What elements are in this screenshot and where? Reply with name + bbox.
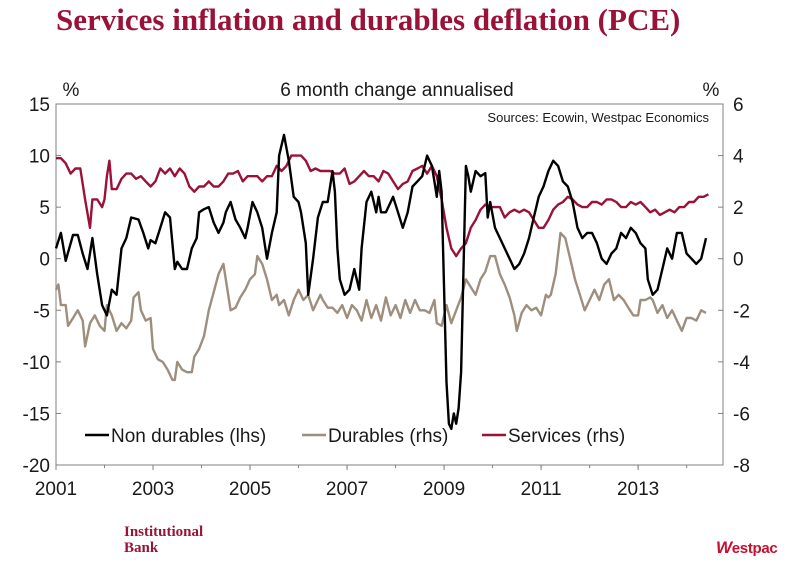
- series-layer: [54, 133, 709, 431]
- right-tick-label: 6: [733, 95, 744, 116]
- x-tick-label: 2001: [35, 479, 77, 500]
- series-line-durables-rhs: [54, 231, 707, 382]
- westpac-logo-text: estpac: [731, 540, 778, 557]
- x-tick-label: 2007: [326, 479, 368, 500]
- left-unit-label: %: [63, 80, 80, 101]
- right-tick-label: -2: [733, 301, 750, 322]
- series-line-services-rhs: [56, 154, 709, 258]
- westpac-logo: Westpac: [716, 538, 778, 558]
- left-tick-label: -20: [23, 456, 50, 477]
- left-tick-label: 15: [29, 95, 50, 116]
- westpac-logo-mark: W: [716, 538, 732, 557]
- series-line-non-durables-lhs: [54, 133, 708, 431]
- x-tick-label: 2005: [229, 479, 271, 500]
- left-tick-label: -5: [33, 301, 50, 322]
- right-tick-label: -8: [733, 456, 750, 477]
- x-tick-label: 2011: [521, 479, 562, 500]
- chart-source: Sources: Ecowin, Westpac Economics: [487, 110, 709, 125]
- legend: Non durables (lhs) Durables (rhs) Services…: [85, 426, 625, 447]
- left-tick-label: 10: [29, 147, 50, 168]
- left-tick-label: -10: [23, 353, 50, 374]
- x-tick-label: 2003: [132, 479, 174, 500]
- right-tick-label: 0: [733, 250, 744, 271]
- x-tick-label: 2009: [423, 479, 465, 500]
- left-tick-label: 0: [39, 250, 50, 271]
- right-tick-label: -6: [733, 404, 750, 425]
- plot-area-frame: [55, 103, 724, 466]
- legend-label: Services (rhs): [508, 426, 625, 447]
- chart-title: Services inflation and durables deflatio…: [56, 2, 681, 37]
- left-tick-label: -15: [23, 404, 50, 425]
- legend-label: Non durables (lhs): [111, 426, 266, 447]
- right-tick-label: 2: [733, 198, 744, 219]
- institutional-bank-logo: Institutional Bank: [124, 524, 203, 556]
- chart-subtitle: 6 month change annualised: [280, 80, 513, 101]
- right-unit-label: %: [703, 80, 720, 101]
- logo-line-2: Bank: [124, 540, 159, 556]
- left-tick-label: 5: [39, 198, 50, 219]
- right-tick-label: -4: [733, 353, 750, 374]
- legend-label: Durables (rhs): [328, 426, 448, 447]
- x-tick-label: 2013: [617, 479, 659, 500]
- right-tick-label: 4: [733, 147, 744, 168]
- axes-layer: 15 10 5 0 -5 -10 -15 -20 6 4 2 0 -2 -4 -6 -8 2001 2003 200…: [23, 95, 751, 500]
- logo-line-1: Institutional: [124, 524, 204, 540]
